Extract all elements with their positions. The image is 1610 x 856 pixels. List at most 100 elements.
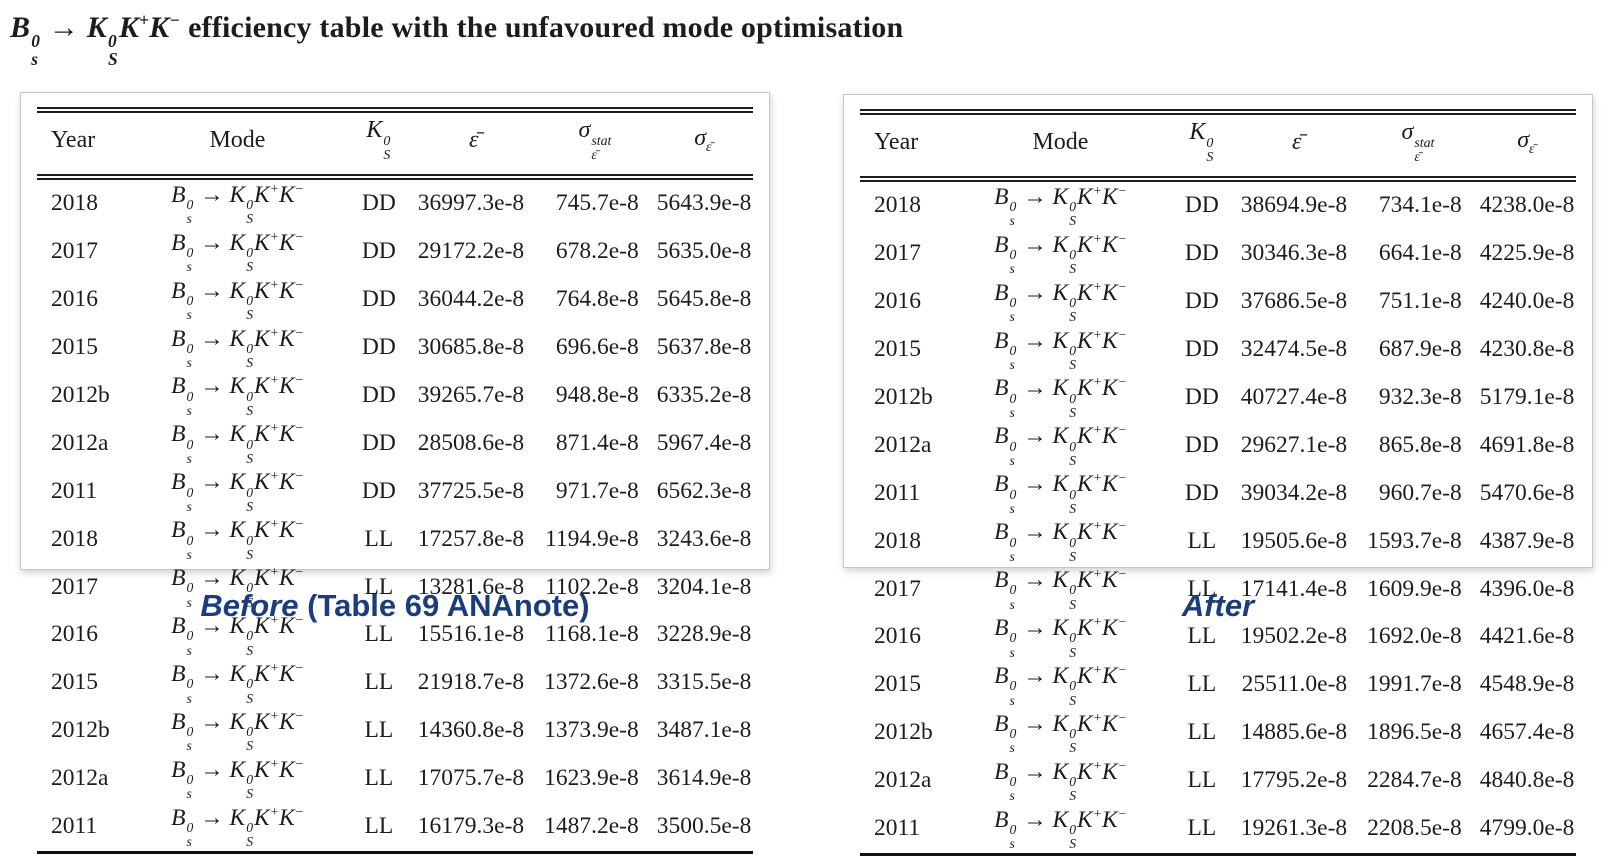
- cell-sigma-stat: 865.8e-8: [1378, 431, 1462, 458]
- table-row: 2018 B 0 s → K 0 S K+K− DD 38694.9e-8 734.1e-8 423…: [860, 179, 1576, 230]
- cell-sigma-stat: 664.1e-8: [1378, 240, 1462, 267]
- table-row: 2012b B 0 s → K 0 S K+K− DD 39265.7e-8 948.8e-8 63…: [37, 371, 753, 419]
- cell-sigma: 5967.4e-8: [656, 429, 752, 456]
- cell-eps: 17257.8e-8: [417, 525, 525, 552]
- col-header-sigma-stat: σ stat ε̄: [538, 110, 653, 180]
- cell-eps: 39265.7e-8: [417, 381, 525, 408]
- cell-sigma-stat: 1896.5e-8: [1367, 719, 1462, 746]
- cell-eps: 29627.1e-8: [1240, 431, 1348, 458]
- cell-year: 2017: [51, 238, 98, 265]
- table-row: 2017 B 0 s → K 0 S K+K− LL 17141.4e-8 1609.9e-8 43…: [860, 565, 1576, 613]
- cell-sigma: 3315.5e-8: [656, 669, 752, 696]
- table-row: 2015 B 0 s → K 0 S K+K− DD 32474.5e-8 687.9e-8 423…: [860, 326, 1576, 374]
- table-row: 2011 B 0 s → K 0 S K+K− DD 37725.5e-8 971.7e-8 656…: [37, 467, 753, 515]
- cell-sigma-stat: 1372.6e-8: [544, 669, 639, 696]
- cell-ks: LL: [1187, 719, 1217, 746]
- cell-eps: 19261.3e-8: [1240, 815, 1348, 842]
- cell-sigma: 6562.3e-8: [656, 477, 752, 504]
- cell-eps: 28508.6e-8: [417, 429, 525, 456]
- table-body-after: 2018 B 0 s → K 0 S K+K− DD 38694.9e-8 734.1e-8 423…: [860, 179, 1576, 854]
- cell-eps: 38694.9e-8: [1240, 192, 1348, 219]
- col-header-mode: Mode: [949, 112, 1172, 182]
- table-row: 2012b B 0 s → K 0 S K+K− LL 14360.8e-8 1373.9e-8 3…: [37, 707, 753, 755]
- cell-ks: DD: [1184, 336, 1219, 363]
- cell-ks: DD: [361, 429, 396, 456]
- table-row: 2011 B 0 s → K 0 S K+K− LL 16179.3e-8 1487.2e-8 35…: [37, 803, 753, 852]
- table-row: 2015 B 0 s → K 0 S K+K− LL 21918.7e-8 1372.6e-8 33…: [37, 659, 753, 707]
- cell-eps: 37686.5e-8: [1240, 288, 1348, 315]
- cell-sigma: 5635.0e-8: [656, 238, 752, 265]
- col-header-sigma: σε̄: [652, 110, 753, 180]
- cell-sigma-stat: 1102.2e-8: [544, 573, 639, 600]
- cell-sigma-stat: 932.3e-8: [1378, 383, 1462, 410]
- cell-year: 2015: [874, 336, 921, 363]
- cell-year: 2018: [874, 192, 921, 219]
- cell-ks: DD: [1184, 240, 1219, 267]
- cell-year: 2017: [51, 573, 98, 600]
- cell-sigma: 3204.1e-8: [656, 573, 752, 600]
- table-row: 2011 B 0 s → K 0 S K+K− LL 19261.3e-8 2208.5e-8 47…: [860, 805, 1576, 854]
- table-row: 2017 B 0 s → K 0 S K+K− LL 13281.6e-8 1102.2e-8 32…: [37, 563, 753, 611]
- cell-eps: 32474.5e-8: [1240, 336, 1348, 363]
- cell-sigma: 4387.9e-8: [1479, 527, 1575, 554]
- cell-ks: DD: [1184, 431, 1219, 458]
- cell-sigma: 5637.8e-8: [656, 334, 752, 361]
- cell-eps: 36044.2e-8: [417, 286, 525, 313]
- cell-ks: DD: [1184, 479, 1219, 506]
- cell-ks: LL: [1187, 527, 1217, 554]
- cell-year: 2012a: [874, 767, 932, 794]
- cell-year: 2011: [51, 477, 98, 504]
- cell-ks: LL: [364, 669, 394, 696]
- cell-sigma: 3243.6e-8: [656, 525, 752, 552]
- cell-ks: DD: [1184, 288, 1219, 315]
- cell-sigma-stat: 1487.2e-8: [544, 813, 639, 840]
- table-row: 2017 B 0 s → K 0 S K+K− DD 30346.3e-8 664.1e-8 422…: [860, 230, 1576, 278]
- cell-sigma-stat: 2208.5e-8: [1367, 815, 1462, 842]
- cell-ks: LL: [364, 765, 394, 792]
- cell-sigma: 4691.8e-8: [1479, 431, 1575, 458]
- cell-year: 2012b: [51, 717, 110, 744]
- table-row: 2012a B 0 s → K 0 S K+K− DD 29627.1e-8 865.8e-8 46…: [860, 421, 1576, 469]
- cell-eps: 17075.7e-8: [417, 765, 525, 792]
- cell-sigma-stat: 1991.7e-8: [1367, 671, 1462, 698]
- col-header-eps: ε̄: [409, 110, 539, 180]
- table-row: 2016 B 0 s → K 0 S K+K− DD 37686.5e-8 751.1e-8 424…: [860, 278, 1576, 326]
- cell-sigma-stat: 871.4e-8: [555, 429, 639, 456]
- cell-eps: 30346.3e-8: [1240, 240, 1348, 267]
- cell-sigma: 4225.9e-8: [1479, 240, 1575, 267]
- table-row: 2018 B 0 s → K 0 S K+K− LL 19505.6e-8 1593.7e-8 43…: [860, 517, 1576, 565]
- cell-sigma: 3500.5e-8: [656, 813, 752, 840]
- cell-eps: 36997.3e-8: [417, 190, 525, 217]
- table-row: 2012a B 0 s → K 0 S K+K− LL 17075.7e-8 1623.9e-8 3…: [37, 755, 753, 803]
- cell-ks: LL: [364, 813, 394, 840]
- cell-year: 2011: [874, 815, 921, 842]
- col-header-year: Year: [860, 112, 950, 182]
- col-header-mode: Mode: [126, 110, 349, 180]
- cell-year: 2012b: [51, 381, 110, 408]
- cell-sigma-stat: 687.9e-8: [1378, 336, 1462, 363]
- cell-eps: 14885.6e-8: [1240, 719, 1348, 746]
- cell-sigma-stat: 1168.1e-8: [544, 621, 639, 648]
